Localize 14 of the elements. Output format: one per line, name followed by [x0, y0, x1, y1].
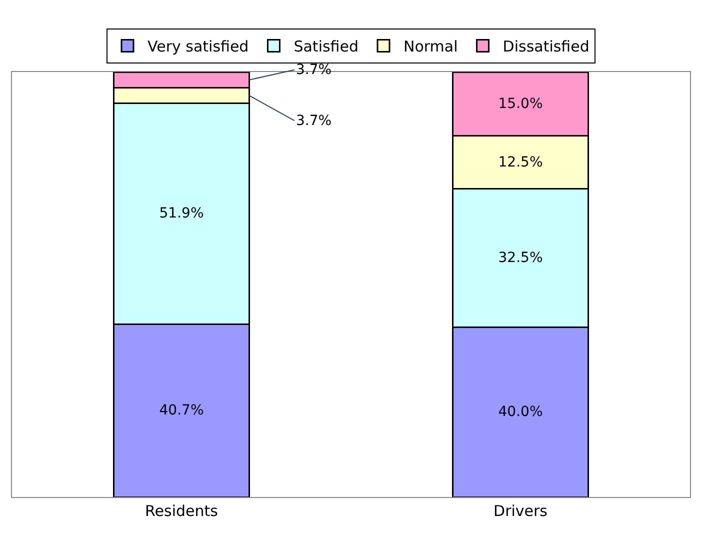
- legend-label: Dissatisfied: [502, 38, 590, 56]
- data-label: 15.0%: [498, 96, 543, 112]
- data-label: 3.7%: [296, 62, 332, 78]
- data-label: 3.7%: [296, 113, 332, 129]
- data-label: 32.5%: [498, 250, 543, 266]
- x-tick-label: Residents: [145, 502, 218, 520]
- data-label: 40.7%: [159, 402, 204, 419]
- legend-label: Satisfied: [294, 38, 358, 56]
- data-label: 40.0%: [498, 404, 543, 420]
- x-tick-label: Drivers: [494, 502, 548, 520]
- legend-label: Normal: [404, 38, 458, 56]
- legend-label: Very satisfied: [148, 38, 249, 56]
- data-label: 12.5%: [498, 154, 543, 170]
- data-label: 51.9%: [159, 206, 204, 222]
